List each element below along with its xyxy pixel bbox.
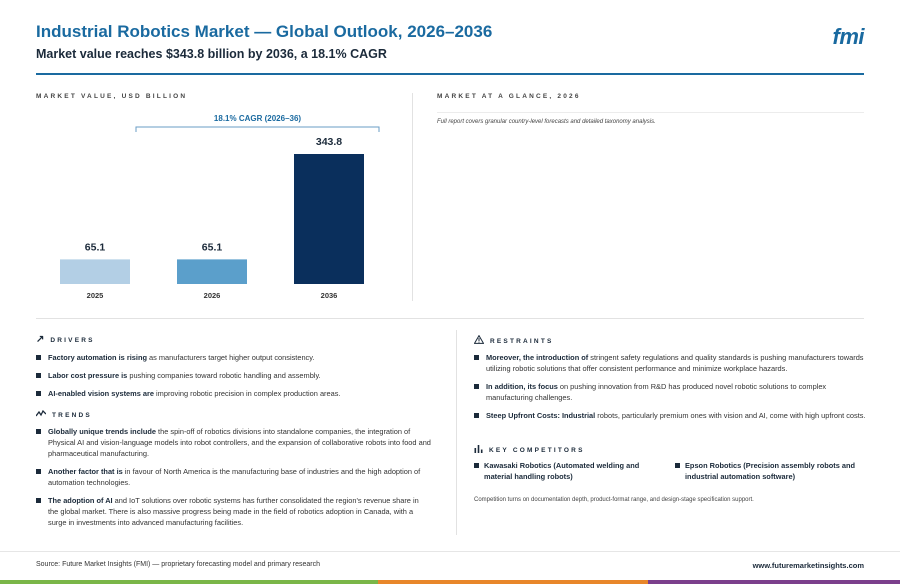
competitors-heading-label: KEY COMPETITORS xyxy=(489,446,585,454)
bar-2025 xyxy=(60,259,130,284)
restraints-heading: RESTRAINTS xyxy=(473,334,554,347)
list-item: Another factor that is in favour of Nort… xyxy=(36,466,431,488)
glance-divider xyxy=(437,112,864,113)
drivers-list: Factory automation is rising as manufact… xyxy=(36,352,431,406)
warning-triangle-icon xyxy=(473,334,485,347)
footer-bar-segment xyxy=(648,580,900,584)
lower-divider xyxy=(456,330,457,535)
page-title: Industrial Robotics Market — Global Outl… xyxy=(36,22,493,41)
glance-label: MARKET AT A GLANCE, 2026 xyxy=(437,93,581,100)
restraints-list: Moreover, the introduction of stringent … xyxy=(474,352,866,428)
x-tick-2025: 2025 xyxy=(87,291,104,300)
restraints-heading-label: RESTRAINTS xyxy=(490,337,554,345)
cagr-bracket xyxy=(135,126,380,132)
competitors-heading: KEY COMPETITORS xyxy=(474,444,585,456)
competitor-item: Kawasaki Robotics (Automated welding and… xyxy=(474,460,664,482)
data-label-2026: 65.1 xyxy=(202,241,223,253)
drivers-heading: ↗ DRIVERS xyxy=(36,335,95,345)
source-note: Source: Future Market Insights (FMI) — p… xyxy=(36,561,320,568)
footer-bar-segment xyxy=(378,580,648,584)
footer-divider xyxy=(0,551,900,552)
list-item: The adoption of AI and IoT solutions ove… xyxy=(36,495,431,528)
competitor-item: Epson Robotics (Precision assembly robot… xyxy=(675,460,867,482)
bar-chart-icon xyxy=(474,444,483,456)
x-tick-2026: 2026 xyxy=(204,291,221,300)
glance-note: Full report covers granular country-leve… xyxy=(437,119,656,125)
footer-color-bar xyxy=(0,580,900,584)
list-item: In addition, its focus on pushing innova… xyxy=(474,381,866,403)
data-label-2025: 65.1 xyxy=(85,241,106,253)
list-item: Globally unique trends include the spin-… xyxy=(36,426,431,459)
list-item: AI-enabled vision systems are improving … xyxy=(36,388,431,399)
arrow-up-right-icon: ↗ xyxy=(36,334,45,345)
fmi-logo[interactable]: fmi xyxy=(832,24,865,49)
list-item: Moreover, the introduction of stringent … xyxy=(474,352,866,374)
drivers-heading-label: DRIVERS xyxy=(50,336,95,344)
website-link[interactable]: www.futuremarketinsights.com xyxy=(752,561,864,570)
trends-list: Globally unique trends include the spin-… xyxy=(36,426,431,535)
trends-heading-label: TRENDS xyxy=(52,412,92,419)
bar-2036 xyxy=(294,154,364,284)
list-item: Factory automation is rising as manufact… xyxy=(36,352,431,363)
page-subtitle: Market value reaches $343.8 billion by 2… xyxy=(36,47,387,61)
competitors-note: Competition turns on documentation depth… xyxy=(474,497,754,503)
market-value-label: MARKET VALUE, USD BILLION xyxy=(36,93,188,100)
bar-2026 xyxy=(177,259,247,284)
middle-divider xyxy=(36,318,864,319)
cagr-annotation: 18.1% CAGR (2026–36) xyxy=(214,114,301,123)
header-rule xyxy=(36,73,864,75)
footer-bar-segment xyxy=(0,580,378,584)
list-item: Steep Upfront Costs: Industrial robots, … xyxy=(474,410,866,421)
trends-heading: TRENDS xyxy=(35,409,92,421)
x-tick-2036: 2036 xyxy=(321,291,338,300)
section-divider xyxy=(412,93,413,301)
data-label-2036: 343.8 xyxy=(316,136,342,148)
list-item: Labor cost pressure is pushing companies… xyxy=(36,370,431,381)
trend-line-icon xyxy=(35,409,47,421)
